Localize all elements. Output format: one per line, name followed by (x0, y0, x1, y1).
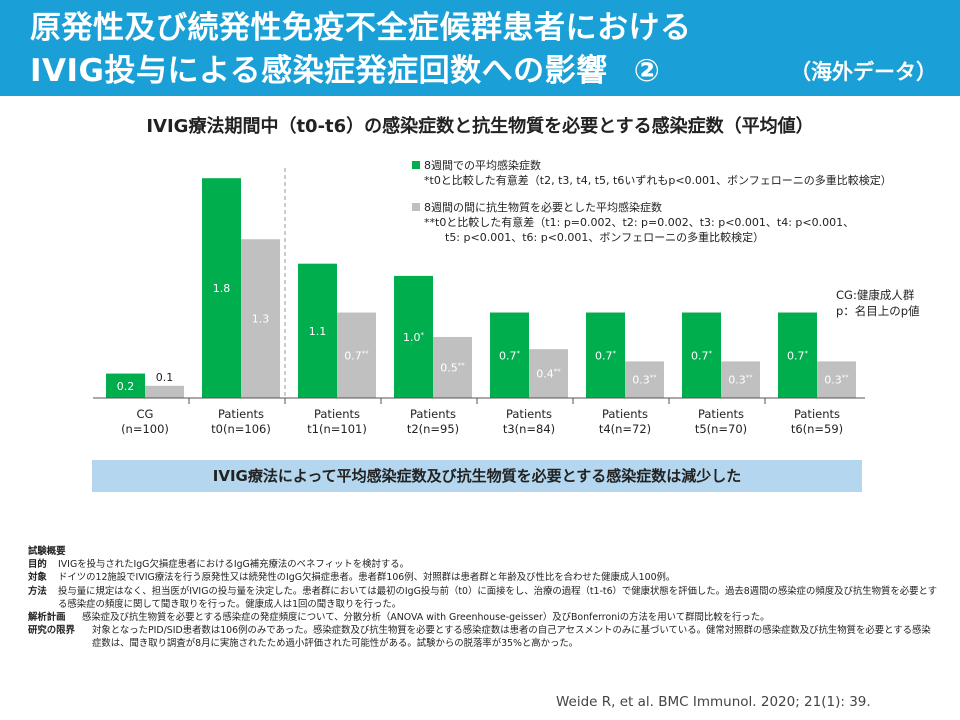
legend-swatch-green (412, 161, 420, 169)
page-title-line2-text: IVIG投与による感染症発症回数への影響 (30, 53, 608, 89)
bar-s0-c6 (682, 312, 721, 398)
bar-s0-c3 (394, 275, 433, 398)
summary-key-subjects: 対象 (28, 572, 47, 584)
bar-s0-c7 (778, 312, 817, 398)
data-label-s0-c1: 1.8 (213, 282, 231, 295)
abbreviation-p: p：名目上のp値 (836, 304, 920, 318)
bar-s1-c3 (433, 336, 472, 398)
significance-mark-s0-c6: * (709, 349, 713, 357)
chart-title: IVIG療法期間中（t0-t6）の感染症数と抗生物質を必要とする感染症数（平均値… (146, 116, 814, 137)
significance-mark-s1-c6: ** (746, 374, 754, 382)
data-label-s0-c6: 0.7* (691, 349, 713, 362)
data-label-s0-c2: 1.1 (309, 325, 327, 338)
abbreviation-cg: CG:健康成人群 (836, 288, 915, 302)
legend-item-infections: 8週間での平均感染症数 (412, 158, 892, 173)
summary-key-purpose: 目的 (28, 559, 47, 571)
overseas-data-note: （海外データ） (790, 60, 937, 84)
data-label-s0-c5: 0.7* (595, 349, 617, 362)
bar-s0-c5 (586, 312, 625, 398)
data-label-s0-c4: 0.7* (499, 349, 521, 362)
chart-x-tick-labels: CG(n=100)Patientst0(n=106)Patientst1(n=1… (121, 407, 843, 436)
significance-mark-s1-c3: ** (458, 361, 466, 369)
legend-swatch-gray (412, 203, 420, 211)
summary-text-subjects: ドイツの12施設でIVIG療法を行う原発性又は続発性のIgG欠損症患者。患者群1… (58, 572, 676, 584)
abbreviation-notes: CG:健康成人群 p：名目上のp値 (836, 287, 920, 319)
significance-mark-s1-c7: ** (842, 374, 850, 382)
bar-s1-c0 (145, 385, 184, 398)
x-tick-sublabel-1: t0(n=106) (211, 422, 271, 436)
data-label-s0-c0: 0.2 (117, 380, 135, 393)
legend-note-infections: *t0と比較した有意差（t2, t3, t4, t5, t6いずれもp<0.00… (424, 174, 892, 187)
legend-label-infections: 8週間での平均感染症数 (424, 159, 541, 172)
summary-heading: 試験概要 (28, 546, 66, 557)
legend-note-antibiotic-1: **t0と比較した有意差（t1: p=0.002、t2: p=0.002、t3:… (424, 216, 855, 229)
legend-note-antibiotic-2: t5: p<0.001、t6: p<0.001、ボンフェローニの多重比較検定） (445, 231, 765, 244)
summary-row-analysis: 解析計画 感染症及び抗生物質を必要とする感染症の発症頻度について、分散分析（AN… (28, 611, 938, 624)
x-tick-label-5: Patients (602, 407, 648, 421)
summary-text-purpose: IVIGを投与されたIgG欠損症患者におけるIgG補充療法のベネフィットを検討す… (58, 559, 409, 571)
summary-text-limitations: 対象となったPID/SID患者数は106例のみであった。感染症数及び抗生物質を必… (92, 625, 931, 650)
bar-s1-c6 (721, 361, 760, 398)
page-title-number: ② (633, 53, 661, 89)
summary-row-limitations: 研究の限界 対象となったPID/SID患者数は106例のみであった。感染症数及び… (28, 624, 938, 650)
legend-label-antibiotic-infections: 8週間の間に抗生物質を必要とした平均感染症数 (424, 201, 662, 214)
chart-legend: 8週間での平均感染症数 *t0と比較した有意差（t2, t3, t4, t5, … (412, 158, 892, 245)
x-tick-sublabel-2: t1(n=101) (307, 422, 367, 436)
chart-bars (106, 178, 856, 398)
legend-item-antibiotic-infections: 8週間の間に抗生物質を必要とした平均感染症数 (412, 200, 892, 215)
page-title-line2: IVIG投与による感染症発症回数への影響 ② (30, 45, 660, 90)
x-tick-sublabel-3: t2(n=95) (407, 422, 459, 436)
bar-s0-c4 (490, 312, 529, 398)
summary-key-method: 方法 (28, 585, 47, 597)
bar-s0-c0 (106, 373, 145, 398)
summary-text-method: 投与量に規定はなく、担当医がIVIGの投与量を決定した。患者群においては最初のI… (58, 585, 937, 610)
header-banner: 原発性及び続発性免疫不全症候群患者における IVIG投与による感染症発症回数への… (0, 0, 960, 96)
bar-s0-c2 (298, 263, 337, 398)
x-tick-label-4: Patients (506, 407, 552, 421)
summary-row-subjects: 対象 ドイツの12施設でIVIG療法を行う原発性又は続発性のIgG欠損症患者。患… (28, 571, 938, 584)
study-summary: 試験概要 目的 IVIGを投与されたIgG欠損症患者におけるIgG補充療法のベネ… (28, 545, 938, 651)
citation: Weide R, et al. BMC Immunol. 2020; 21(1)… (556, 694, 871, 710)
significance-mark-s0-c3: * (421, 331, 425, 339)
significance-mark-s0-c7: * (805, 349, 809, 357)
x-tick-sublabel-0: (n=100) (121, 422, 169, 436)
summary-key-analysis: 解析計画 (28, 612, 66, 624)
significance-mark-s0-c4: * (517, 349, 521, 357)
bar-s1-c1 (241, 239, 280, 398)
x-tick-label-6: Patients (698, 407, 744, 421)
summary-key-limitations: 研究の限界 (28, 625, 75, 637)
bar-s0-c1 (202, 178, 241, 398)
data-label-s0-c3: 1.0* (403, 331, 425, 344)
x-tick-label-2: Patients (314, 407, 360, 421)
bar-chart: 0.20.11.81.31.10.7**1.0*0.5**0.7*0.4**0.… (93, 168, 865, 436)
bar-s1-c4 (529, 349, 568, 398)
x-tick-label-7: Patients (794, 407, 840, 421)
page-title-line1: 原発性及び続発性免疫不全症候群患者における (30, 10, 692, 46)
significance-mark-s1-c2: ** (362, 349, 370, 357)
x-tick-label-0: CG (137, 407, 154, 421)
summary-row-method: 方法 投与量に規定はなく、担当医がIVIGの投与量を決定した。患者群においては最… (28, 585, 938, 611)
data-label-s0-c7: 0.7* (787, 349, 809, 362)
x-tick-sublabel-6: t5(n=70) (695, 422, 747, 436)
bar-s1-c5 (625, 361, 664, 398)
x-tick-sublabel-5: t4(n=72) (599, 422, 651, 436)
bar-s1-c2 (337, 312, 376, 398)
bar-s1-c7 (817, 361, 856, 398)
summary-text-analysis: 感染症及び抗生物質を必要とする感染症の発症頻度について、分散分析（ANOVA w… (82, 612, 770, 624)
x-tick-label-3: Patients (410, 407, 456, 421)
x-tick-label-1: Patients (218, 407, 264, 421)
data-label-s1-c0: 0.1 (156, 371, 174, 384)
x-tick-sublabel-4: t3(n=84) (503, 422, 555, 436)
significance-mark-s0-c5: * (613, 349, 617, 357)
significance-mark-s1-c5: ** (650, 374, 658, 382)
significance-mark-s1-c4: ** (554, 368, 562, 376)
conclusion-box: IVIG療法によって平均感染症数及び抗生物質を必要とする感染症数は減少した (92, 460, 862, 492)
summary-row-purpose: 目的 IVIGを投与されたIgG欠損症患者におけるIgG補充療法のベネフィットを… (28, 558, 938, 571)
data-label-s1-c1: 1.3 (252, 313, 270, 326)
x-tick-sublabel-7: t6(n=59) (791, 422, 843, 436)
